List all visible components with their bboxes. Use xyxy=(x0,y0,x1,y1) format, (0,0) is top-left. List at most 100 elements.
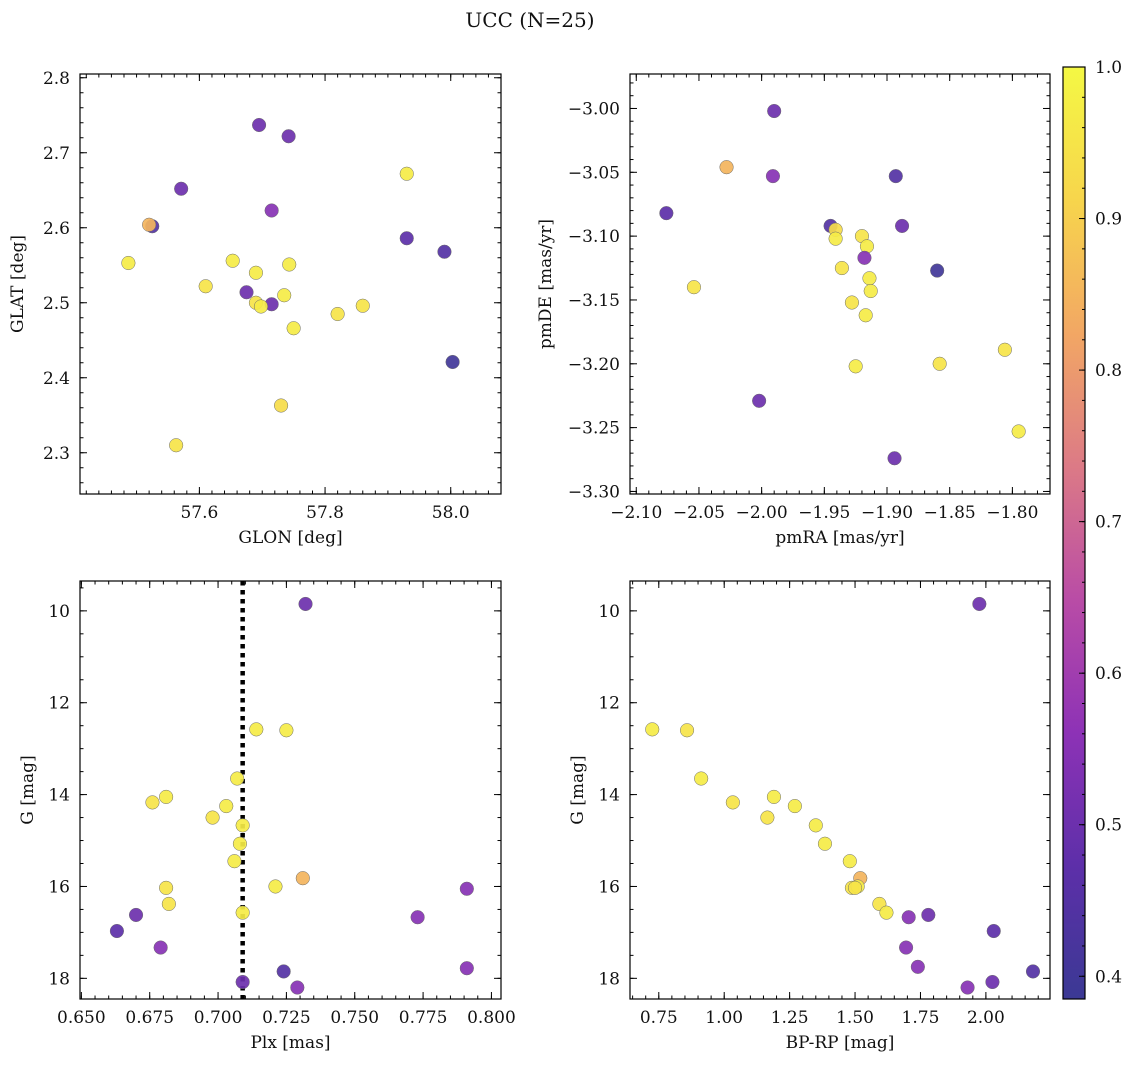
x-tick-label: 0.700 xyxy=(194,1008,243,1028)
data-point xyxy=(686,280,701,295)
minor-ticks xyxy=(80,581,501,999)
x-tick-label: 2.00 xyxy=(967,1008,1005,1028)
data-point xyxy=(227,854,242,869)
points xyxy=(121,117,460,453)
data-point xyxy=(985,974,1000,990)
x-tick-label: −2.10 xyxy=(610,503,662,523)
data-point xyxy=(834,260,849,276)
y-axis-label: G [mag] xyxy=(568,755,588,824)
data-point xyxy=(205,810,220,825)
x-tick-label: 0.675 xyxy=(125,1008,174,1028)
data-point xyxy=(298,596,313,612)
data-point xyxy=(899,940,914,955)
y-tick-label: 2.4 xyxy=(43,369,70,389)
data-point xyxy=(859,239,875,254)
data-point xyxy=(109,923,124,939)
data-point xyxy=(159,880,174,895)
colorbar-gradient xyxy=(1063,67,1085,999)
data-point xyxy=(844,295,859,310)
data-point xyxy=(399,231,414,246)
x-tick-label: −1.80 xyxy=(986,503,1038,523)
data-point xyxy=(760,810,775,825)
data-point xyxy=(252,117,267,133)
data-point xyxy=(279,723,294,738)
data-point xyxy=(295,871,310,886)
data-point xyxy=(153,940,168,955)
data-point xyxy=(230,771,245,786)
data-point xyxy=(901,910,916,925)
y-tick-label: −3.30 xyxy=(568,482,620,502)
data-point xyxy=(174,181,189,196)
colorbar-tick-label: 0.7 xyxy=(1095,513,1122,533)
x-tick-label: 1.50 xyxy=(836,1008,874,1028)
data-point xyxy=(281,129,296,144)
data-point xyxy=(1025,964,1041,979)
data-point xyxy=(787,799,802,814)
data-point xyxy=(847,880,863,895)
data-point xyxy=(645,722,660,737)
colorbar-tick-label: 0.6 xyxy=(1095,664,1122,684)
y-tick-label: 2.6 xyxy=(43,219,70,239)
y-tick-label: 2.8 xyxy=(43,69,70,89)
data-point xyxy=(286,321,301,336)
data-point xyxy=(235,974,250,990)
y-tick-label: 2.3 xyxy=(43,444,70,464)
axes-frame xyxy=(629,73,1051,495)
data-point xyxy=(459,961,474,976)
data-point xyxy=(248,265,263,280)
data-point xyxy=(858,308,873,323)
axes-frame xyxy=(79,73,502,495)
x-tick-label: −1.95 xyxy=(798,503,850,523)
data-point xyxy=(694,771,709,786)
y-axis-label: G [mag] xyxy=(18,755,38,824)
x-tick-label: 0.725 xyxy=(262,1008,311,1028)
colorbar-tick-label: 1.0 xyxy=(1095,58,1122,78)
x-tick-label: 0.75 xyxy=(640,1008,678,1028)
data-point xyxy=(997,342,1012,357)
data-point xyxy=(752,393,767,408)
x-axis-label: Plx [mas] xyxy=(250,1033,330,1053)
minor-ticks xyxy=(630,581,1050,999)
data-point xyxy=(659,206,674,221)
data-point xyxy=(159,789,174,804)
y-tick-label: 2.7 xyxy=(43,144,70,164)
x-tick-label: 57.8 xyxy=(306,503,344,523)
data-point xyxy=(1011,424,1026,439)
y-tick-label: −3.00 xyxy=(568,99,620,119)
data-point xyxy=(225,253,240,268)
data-point xyxy=(355,298,370,313)
data-point xyxy=(679,723,695,738)
colorbar: 0.4 0.5 0.6 0.7 0.8 0.9 1.0 xyxy=(1062,58,1122,1000)
data-point xyxy=(972,596,987,612)
data-point xyxy=(274,398,289,413)
x-tick-label: 57.6 xyxy=(180,503,218,523)
y-tick-label: 16 xyxy=(598,877,620,897)
data-point xyxy=(910,959,925,974)
data-point xyxy=(249,722,264,737)
x-tick-label: −1.85 xyxy=(924,503,976,523)
points xyxy=(645,596,1041,995)
data-point xyxy=(121,255,136,271)
axes-frame xyxy=(79,580,502,1000)
y-tick-label: 10 xyxy=(48,602,70,622)
data-point xyxy=(219,799,234,814)
data-point xyxy=(128,907,144,922)
data-point xyxy=(766,789,781,804)
data-point xyxy=(842,854,857,869)
color-magnitude-panel: 0.75 1.00 1.25 1.50 1.75 2.00 10 12 14 16 18 BP-RP … xyxy=(568,580,1051,1053)
y-tick-label: 2.5 xyxy=(43,294,70,314)
y-tick-label: 12 xyxy=(598,694,620,714)
x-axis-label: BP-RP [mag] xyxy=(786,1033,895,1053)
data-point xyxy=(808,818,823,833)
colorbar-frame xyxy=(1062,66,1086,1000)
x-tick-label: 58.0 xyxy=(432,503,470,523)
y-axis-label: pmDE [mas/yr] xyxy=(536,219,556,349)
x-tick-label: 0.650 xyxy=(57,1008,106,1028)
data-point xyxy=(277,288,292,303)
y-tick-label: −3.05 xyxy=(568,163,620,183)
y-tick-label: 18 xyxy=(598,969,620,989)
x-tick-label: 1.00 xyxy=(705,1008,743,1028)
y-tick-label: −3.15 xyxy=(568,291,620,311)
y-axis-label: GLAT [deg] xyxy=(8,235,28,333)
